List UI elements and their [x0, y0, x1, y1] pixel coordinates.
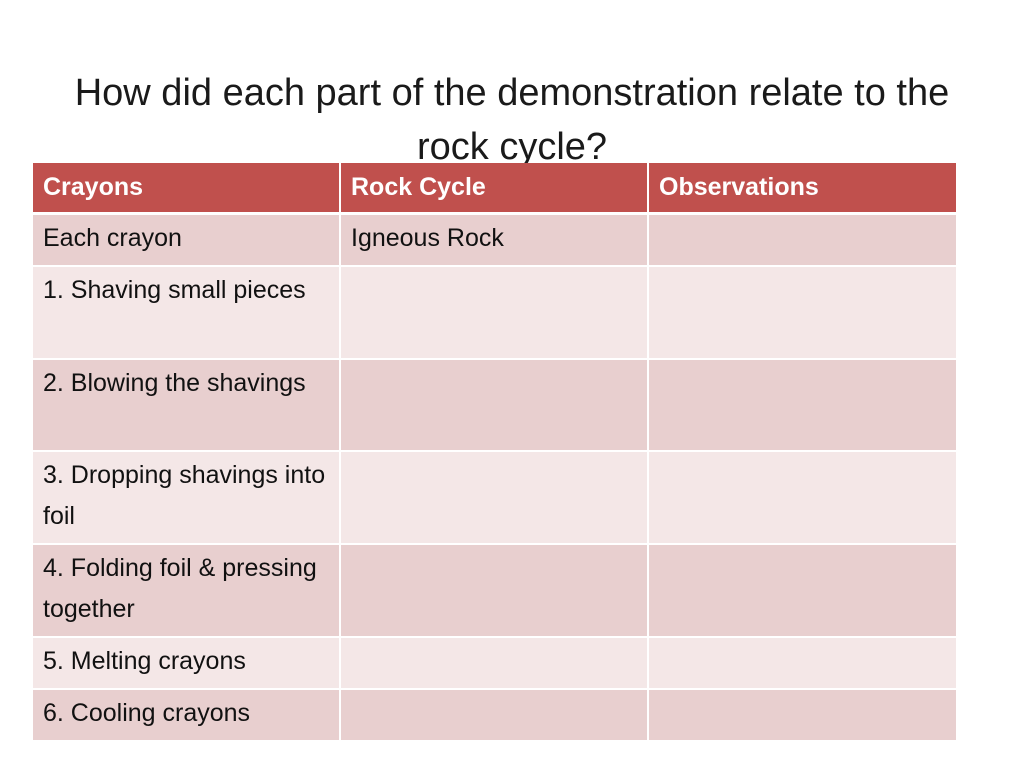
cell-crayons: 2. Blowing the shavings — [33, 358, 341, 452]
cell-crayons: 1. Shaving small pieces — [33, 265, 341, 360]
table-row: 5. Melting crayons — [33, 636, 956, 690]
cell-rock-cycle: Igneous Rock — [340, 213, 649, 267]
cell-text: Each crayon — [43, 223, 182, 252]
rock-cycle-table: Crayons Rock Cycle Observations Each cra… — [33, 163, 956, 742]
cell-text: 1. Shaving small pieces — [43, 275, 306, 304]
cell-text: 5. Melting crayons — [43, 646, 246, 675]
cell-text: 6. Cooling crayons — [43, 698, 251, 727]
cell-observations — [648, 358, 956, 452]
table-row: 2. Blowing the shavings — [33, 358, 956, 452]
cell-crayons: 3. Dropping shavings into foil — [33, 450, 341, 545]
cell-observations — [648, 265, 956, 360]
cell-text: 4. Folding foil & pressing together — [43, 553, 317, 623]
table-row: 3. Dropping shavings into foil — [33, 450, 956, 545]
table-header-row: Crayons Rock Cycle Observations — [33, 163, 956, 215]
table-row: Each crayon Igneous Rock — [33, 213, 956, 267]
header-crayons: Crayons — [33, 163, 341, 215]
cell-rock-cycle — [340, 636, 649, 690]
table-row: 1. Shaving small pieces — [33, 265, 956, 360]
cell-rock-cycle — [340, 688, 649, 742]
cell-rock-cycle — [340, 450, 649, 545]
cell-text: 3. Dropping shavings into foil — [43, 460, 326, 530]
cell-observations — [648, 636, 956, 690]
header-rock-cycle: Rock Cycle — [340, 163, 649, 215]
table-row: 6. Cooling crayons — [33, 688, 956, 742]
cell-crayons: Each crayon — [33, 213, 341, 267]
cell-crayons: 6. Cooling crayons — [33, 688, 341, 742]
cell-text: Igneous Rock — [351, 223, 504, 252]
slide-title: How did each part of the demonstration r… — [74, 72, 950, 168]
header-observations: Observations — [648, 163, 956, 215]
table-row: 4. Folding foil & pressing together — [33, 543, 956, 638]
cell-observations — [648, 688, 956, 742]
cell-observations — [648, 213, 956, 267]
cell-rock-cycle — [340, 358, 649, 452]
cell-observations — [648, 543, 956, 638]
cell-text: 2. Blowing the shavings — [43, 368, 306, 397]
cell-rock-cycle — [340, 543, 649, 638]
cell-rock-cycle — [340, 265, 649, 360]
cell-observations — [648, 450, 956, 545]
cell-crayons: 4. Folding foil & pressing together — [33, 543, 341, 638]
cell-crayons: 5. Melting crayons — [33, 636, 341, 690]
